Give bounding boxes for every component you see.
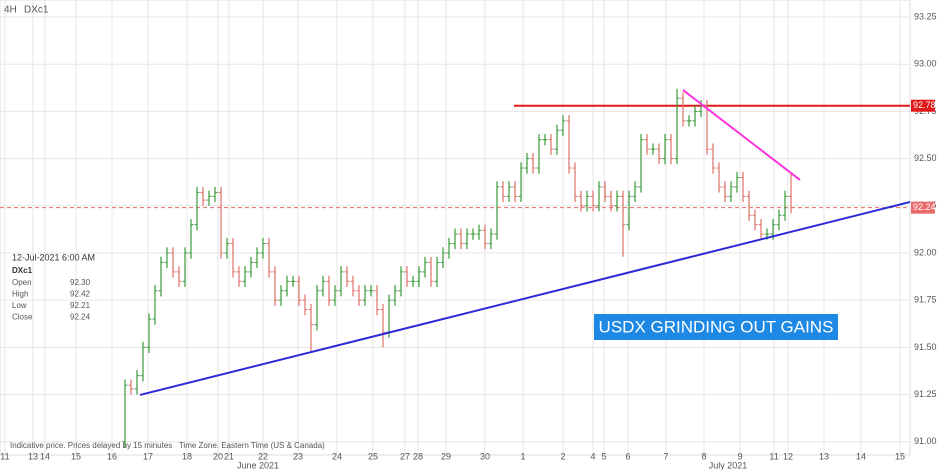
- footer: Indicative price. Prices delayed by 15 m…: [10, 441, 325, 450]
- annotation-box: [594, 314, 838, 340]
- x-tick-label: 20: [213, 451, 223, 461]
- x-tick-label: 15: [71, 451, 81, 461]
- x-tick-label: 27: [400, 451, 410, 461]
- info-symbol: DXc1: [12, 266, 33, 275]
- x-tick-label: 18: [182, 451, 192, 461]
- trendline: [139, 201, 911, 396]
- x-tick-label: 12: [783, 451, 793, 461]
- x-tick-label: 2: [560, 451, 565, 461]
- x-tick-label: 22: [258, 451, 268, 461]
- y-tick-label: 92.00: [914, 247, 937, 257]
- info-value: 92.42: [70, 290, 91, 299]
- info-value: 92.21: [70, 301, 91, 310]
- x-tick-label: 4: [590, 451, 595, 461]
- x-tick-label: 5: [601, 451, 606, 461]
- y-tick-label: 91.00: [914, 436, 937, 446]
- x-tick-label: 13: [28, 451, 38, 461]
- x-tick-label: 30: [480, 451, 490, 461]
- x-tick-label: 9: [738, 451, 743, 461]
- y-tick-label: 91.50: [914, 342, 937, 352]
- month-label: July 2021: [709, 460, 748, 470]
- x-tick-label: 15: [895, 451, 905, 461]
- price-box: [911, 99, 935, 112]
- y-tick-label: 91.25: [914, 389, 937, 399]
- x-tick-label: 1: [520, 451, 525, 461]
- x-tick-label: 6: [625, 451, 630, 461]
- info-datetime: 12-Jul-2021 6:00 AM: [12, 252, 95, 262]
- info-label: Low: [12, 301, 27, 310]
- symbol: DXc1: [24, 5, 49, 16]
- info-value: 92.24: [70, 313, 91, 322]
- y-tick-label: 92.50: [914, 153, 937, 163]
- x-tick-label: 16: [107, 451, 117, 461]
- x-tick-label: 11: [0, 451, 9, 461]
- info-label: High: [12, 290, 28, 299]
- x-tick-label: 23: [293, 451, 303, 461]
- info-value: 92.30: [70, 278, 91, 287]
- month-label: June 2021: [237, 460, 279, 470]
- y-tick-label: 93.25: [914, 11, 937, 21]
- info-label: Open: [12, 278, 32, 287]
- y-tick-label: 93.00: [914, 59, 937, 69]
- x-tick-label: 25: [368, 451, 378, 461]
- x-tick-label: 21: [224, 451, 234, 461]
- trendline: [682, 89, 801, 181]
- x-tick-label: 13: [819, 451, 829, 461]
- x-tick-label: 7: [664, 451, 669, 461]
- x-tick-label: 11: [769, 451, 778, 461]
- timeframe: 4H: [4, 5, 17, 16]
- y-tick-label: 91.75: [914, 295, 937, 305]
- price-box-label: 92.24: [913, 202, 936, 212]
- info-label: Close: [12, 313, 33, 322]
- plot-area: [0, 0, 911, 456]
- x-tick-label: 8: [702, 451, 707, 461]
- annotation: USDX GRINDING OUT GAINS: [599, 317, 834, 336]
- price-box-label: 92.78: [913, 100, 936, 110]
- x-tick-label: 17: [143, 451, 153, 461]
- price-box: [911, 201, 935, 214]
- x-tick-label: 14: [40, 451, 50, 461]
- x-tick-label: 29: [441, 451, 451, 461]
- x-tick-label: 14: [856, 451, 866, 461]
- x-tick-label: 24: [332, 451, 342, 461]
- x-tick-label: 28: [413, 451, 423, 461]
